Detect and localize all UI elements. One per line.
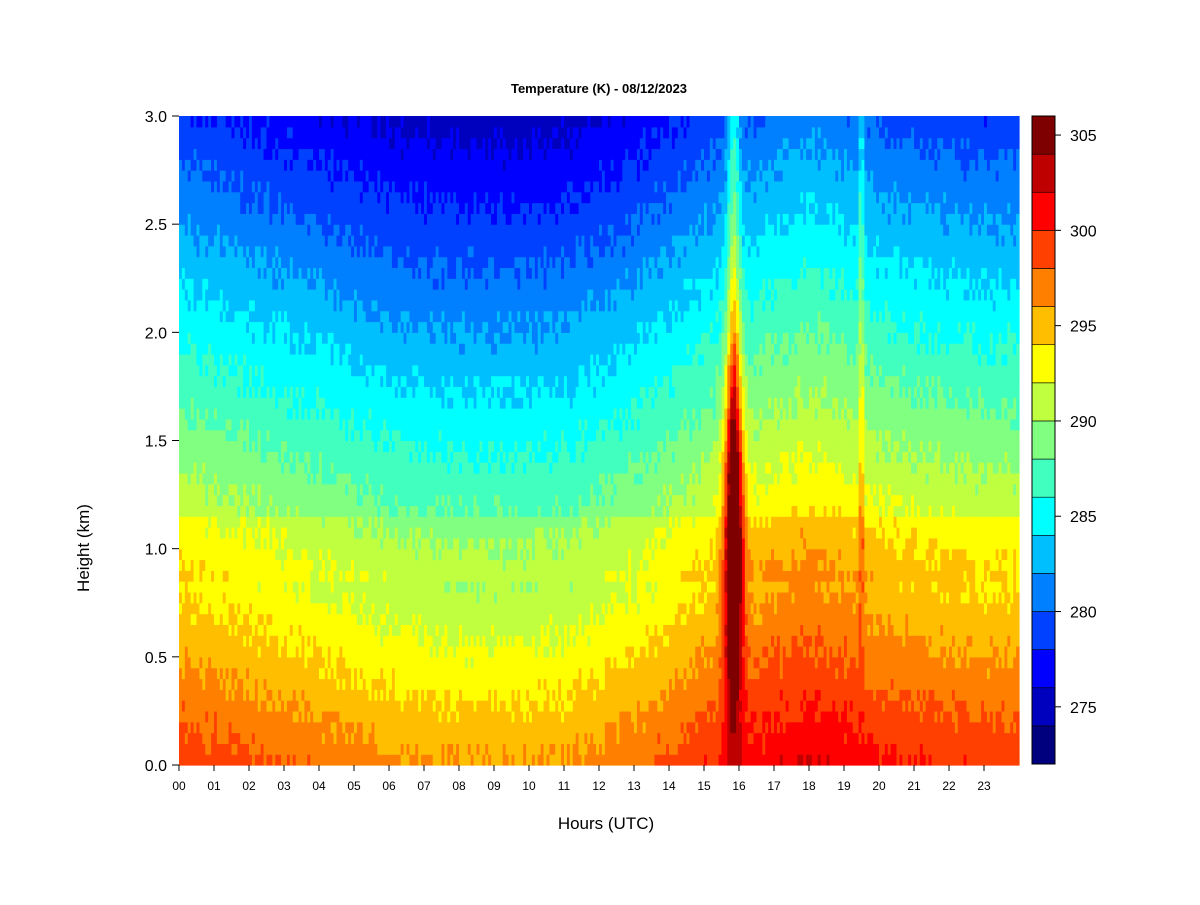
heatmap-cells — [179, 116, 1020, 766]
chart-title: Temperature (K) - 08/12/2023 — [511, 81, 687, 96]
y-axis-label: Height (km) — [74, 504, 93, 592]
x-axis-label: Hours (UTC) — [558, 814, 654, 833]
